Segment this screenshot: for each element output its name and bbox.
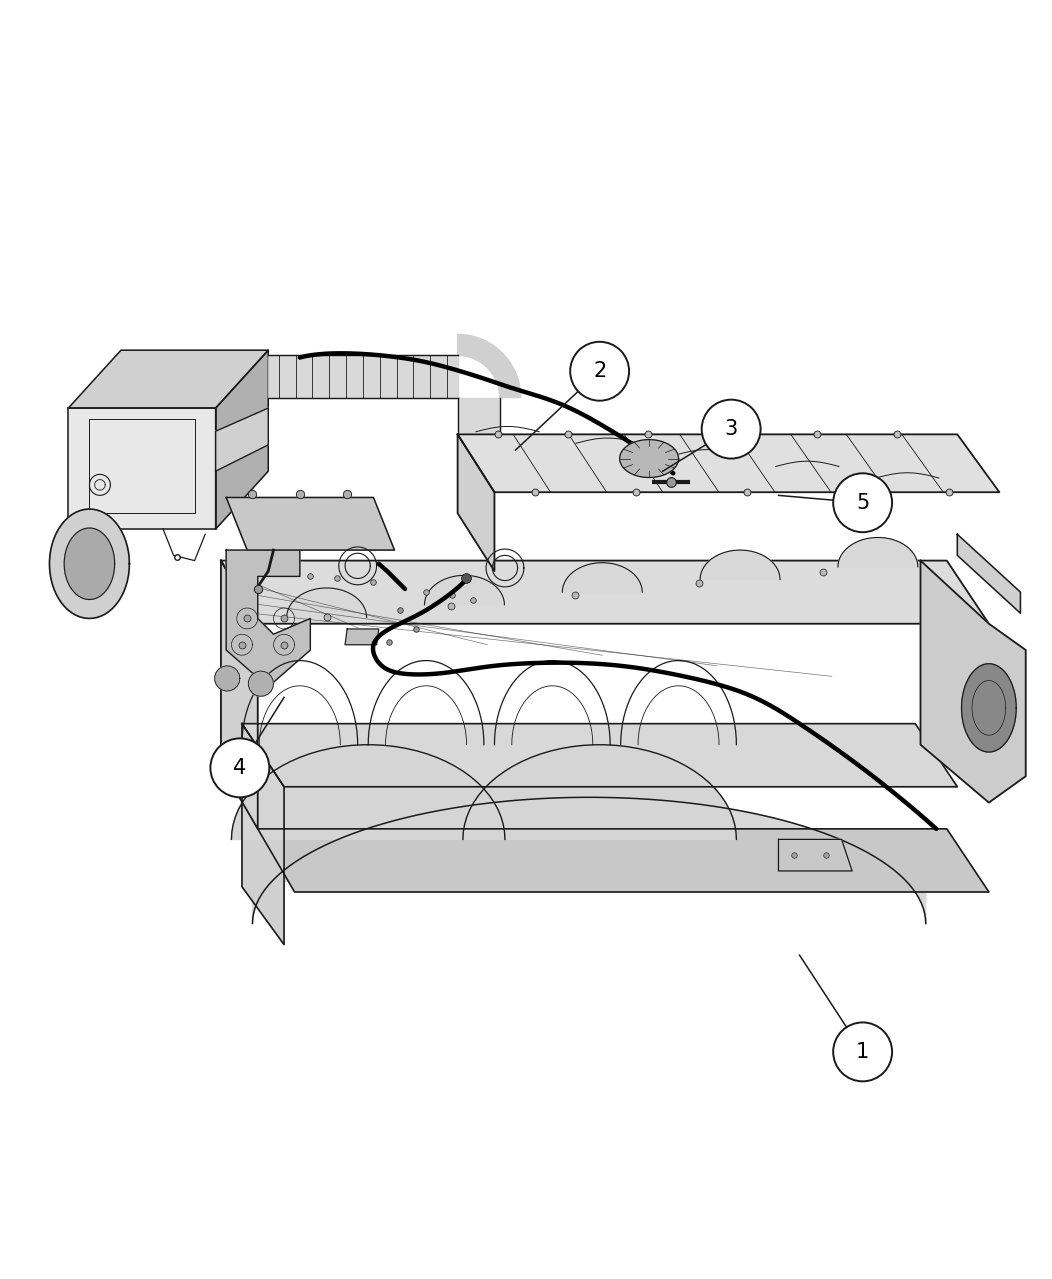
Polygon shape [458, 435, 494, 572]
Polygon shape [49, 509, 129, 619]
Polygon shape [248, 671, 274, 696]
Polygon shape [215, 666, 240, 691]
Circle shape [210, 738, 269, 797]
Polygon shape [957, 535, 1020, 613]
Polygon shape [778, 839, 852, 871]
Polygon shape [458, 334, 521, 398]
Polygon shape [68, 350, 268, 408]
Polygon shape [458, 435, 999, 492]
Polygon shape [242, 724, 284, 945]
Polygon shape [286, 588, 366, 618]
Polygon shape [620, 440, 679, 477]
Circle shape [570, 341, 629, 400]
Polygon shape [231, 744, 505, 839]
Polygon shape [701, 550, 781, 579]
Polygon shape [425, 576, 505, 605]
Polygon shape [562, 563, 642, 592]
Polygon shape [226, 498, 394, 550]
Circle shape [833, 1022, 892, 1081]
Polygon shape [221, 560, 258, 829]
Polygon shape [258, 829, 989, 891]
Polygon shape [242, 724, 957, 787]
Polygon shape [68, 408, 216, 530]
Circle shape [833, 473, 892, 532]
Polygon shape [216, 350, 268, 530]
Polygon shape [64, 528, 115, 600]
Text: 5: 5 [856, 492, 869, 513]
Polygon shape [962, 664, 1016, 752]
Polygon shape [837, 537, 917, 567]
Polygon shape [221, 560, 989, 624]
Polygon shape [345, 629, 379, 645]
Polygon shape [463, 744, 736, 839]
Text: 4: 4 [234, 758, 246, 778]
Text: 3: 3 [725, 420, 737, 439]
Circle shape [702, 399, 761, 459]
Text: 2: 2 [593, 361, 606, 381]
Polygon shape [252, 797, 926, 923]
Polygon shape [216, 408, 268, 471]
Polygon shape [226, 550, 310, 687]
Text: 1: 1 [856, 1042, 869, 1062]
Polygon shape [920, 560, 1026, 802]
